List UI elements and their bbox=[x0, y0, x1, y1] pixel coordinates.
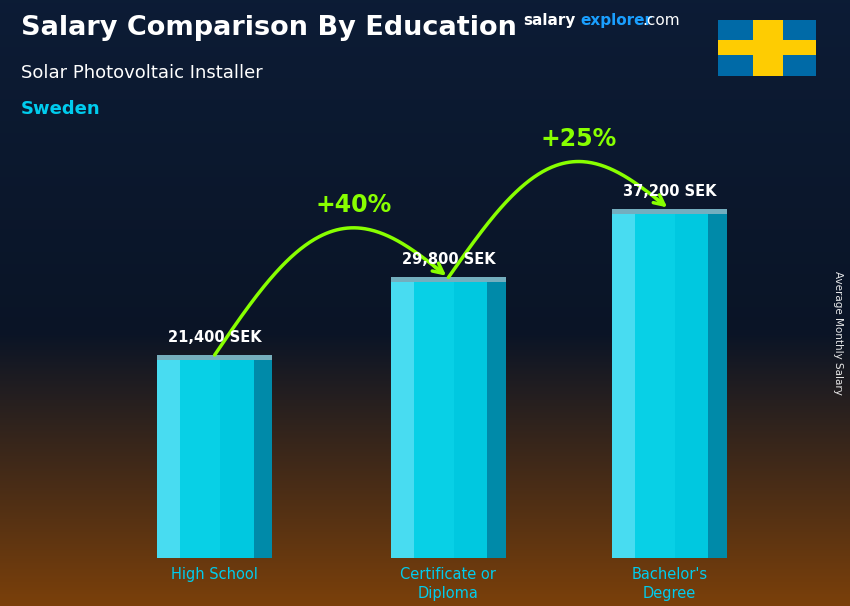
Text: High School: High School bbox=[171, 567, 258, 582]
Text: Solar Photovoltaic Installer: Solar Photovoltaic Installer bbox=[21, 64, 263, 82]
Polygon shape bbox=[157, 360, 180, 558]
Text: +40%: +40% bbox=[315, 193, 391, 217]
Polygon shape bbox=[414, 282, 454, 558]
Polygon shape bbox=[708, 214, 727, 558]
Text: 37,200 SEK: 37,200 SEK bbox=[622, 184, 716, 199]
Polygon shape bbox=[157, 355, 272, 360]
Polygon shape bbox=[157, 360, 272, 558]
Text: Certificate or
Diploma: Certificate or Diploma bbox=[400, 567, 496, 601]
FancyBboxPatch shape bbox=[718, 20, 816, 76]
Text: Bachelor's
Degree: Bachelor's Degree bbox=[632, 567, 707, 601]
Polygon shape bbox=[635, 214, 675, 558]
Text: +25%: +25% bbox=[541, 127, 616, 151]
Polygon shape bbox=[612, 214, 635, 558]
Text: 21,400 SEK: 21,400 SEK bbox=[167, 330, 262, 345]
Text: 29,800 SEK: 29,800 SEK bbox=[401, 252, 496, 267]
Polygon shape bbox=[180, 360, 220, 558]
FancyBboxPatch shape bbox=[753, 20, 783, 76]
Text: Salary Comparison By Education: Salary Comparison By Education bbox=[21, 15, 517, 41]
FancyBboxPatch shape bbox=[718, 40, 816, 55]
Text: salary: salary bbox=[523, 13, 575, 28]
Text: explorer: explorer bbox=[581, 13, 653, 28]
Text: Sweden: Sweden bbox=[21, 100, 101, 118]
Polygon shape bbox=[612, 214, 727, 558]
Polygon shape bbox=[612, 209, 727, 214]
Polygon shape bbox=[253, 360, 272, 558]
Text: .com: .com bbox=[643, 13, 680, 28]
Text: Average Monthly Salary: Average Monthly Salary bbox=[833, 271, 843, 395]
Polygon shape bbox=[391, 282, 506, 558]
Polygon shape bbox=[391, 278, 506, 282]
Polygon shape bbox=[391, 282, 414, 558]
Polygon shape bbox=[487, 282, 506, 558]
